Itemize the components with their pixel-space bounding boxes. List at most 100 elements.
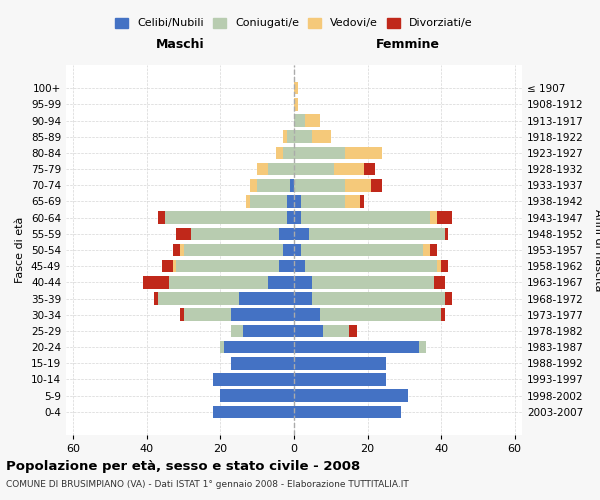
Bar <box>313 276 434 288</box>
Bar <box>283 146 294 159</box>
Text: COMUNE DI BRUSIMPIANO (VA) - Dati ISTAT 1° gennaio 2008 - Elaborazione TUTTITALI: COMUNE DI BRUSIMPIANO (VA) - Dati ISTAT … <box>6 480 409 489</box>
Bar <box>441 308 445 321</box>
Bar <box>143 276 169 288</box>
Bar <box>257 163 268 175</box>
Bar <box>169 276 268 288</box>
Bar <box>423 244 430 256</box>
Bar <box>257 179 290 192</box>
Text: Popolazione per età, sesso e stato civile - 2008: Popolazione per età, sesso e stato civil… <box>6 460 360 473</box>
Bar <box>279 228 294 240</box>
Bar <box>158 212 165 224</box>
Bar <box>294 179 346 192</box>
Bar <box>346 146 382 159</box>
Bar <box>173 260 176 272</box>
Bar <box>158 292 239 305</box>
Bar <box>239 292 294 305</box>
Bar <box>301 244 423 256</box>
Bar <box>309 228 445 240</box>
Y-axis label: Fasce di età: Fasce di età <box>16 217 25 283</box>
Bar <box>430 244 437 256</box>
Bar <box>294 292 313 305</box>
Bar <box>305 114 320 127</box>
Bar <box>154 292 158 305</box>
Bar <box>346 195 360 208</box>
Bar <box>287 130 294 143</box>
Text: Femmine: Femmine <box>376 38 440 51</box>
Bar <box>294 357 386 370</box>
Bar <box>346 179 371 192</box>
Bar <box>213 406 294 418</box>
Bar <box>334 163 364 175</box>
Bar <box>294 114 305 127</box>
Bar <box>290 179 294 192</box>
Bar <box>430 212 437 224</box>
Bar <box>294 373 386 386</box>
Bar <box>294 98 298 110</box>
Bar <box>242 324 294 337</box>
Bar <box>294 406 401 418</box>
Y-axis label: Anni di nascita: Anni di nascita <box>593 209 600 291</box>
Bar <box>294 308 320 321</box>
Bar <box>294 130 313 143</box>
Bar <box>419 341 427 353</box>
Bar <box>213 373 294 386</box>
Bar <box>294 212 301 224</box>
Bar <box>313 292 445 305</box>
Bar <box>180 308 184 321</box>
Bar <box>445 292 452 305</box>
Bar <box>250 195 287 208</box>
Bar <box>434 276 445 288</box>
Bar <box>232 308 294 321</box>
Bar <box>165 212 287 224</box>
Legend: Celibi/Nubili, Coniugati/e, Vedovi/e, Divorziati/e: Celibi/Nubili, Coniugati/e, Vedovi/e, Di… <box>111 13 477 33</box>
Bar <box>294 390 408 402</box>
Bar <box>294 163 334 175</box>
Bar <box>294 324 323 337</box>
Bar <box>287 212 294 224</box>
Bar <box>184 244 283 256</box>
Bar <box>268 163 294 175</box>
Bar <box>184 308 232 321</box>
Bar <box>232 324 242 337</box>
Bar <box>349 324 356 337</box>
Bar <box>180 244 184 256</box>
Bar <box>268 276 294 288</box>
Bar <box>294 260 305 272</box>
Bar <box>441 260 448 272</box>
Bar <box>320 308 441 321</box>
Bar <box>305 260 437 272</box>
Bar <box>283 244 294 256</box>
Bar <box>364 163 375 175</box>
Bar <box>232 357 294 370</box>
Bar <box>294 228 309 240</box>
Bar <box>294 82 298 94</box>
Bar <box>279 260 294 272</box>
Bar <box>220 390 294 402</box>
Bar <box>161 260 173 272</box>
Bar <box>294 146 346 159</box>
Bar <box>275 146 283 159</box>
Bar <box>220 341 224 353</box>
Bar <box>246 195 250 208</box>
Bar <box>313 130 331 143</box>
Bar <box>176 228 191 240</box>
Bar <box>283 130 287 143</box>
Bar <box>224 341 294 353</box>
Bar <box>294 195 301 208</box>
Bar <box>360 195 364 208</box>
Bar <box>371 179 382 192</box>
Bar <box>445 228 448 240</box>
Bar <box>176 260 279 272</box>
Bar <box>301 212 430 224</box>
Bar <box>294 276 313 288</box>
Bar <box>250 179 257 192</box>
Bar <box>437 260 441 272</box>
Bar <box>323 324 349 337</box>
Bar <box>294 244 301 256</box>
Text: Maschi: Maschi <box>155 38 205 51</box>
Bar <box>287 195 294 208</box>
Bar <box>301 195 346 208</box>
Bar <box>191 228 279 240</box>
Bar <box>173 244 180 256</box>
Bar <box>437 212 452 224</box>
